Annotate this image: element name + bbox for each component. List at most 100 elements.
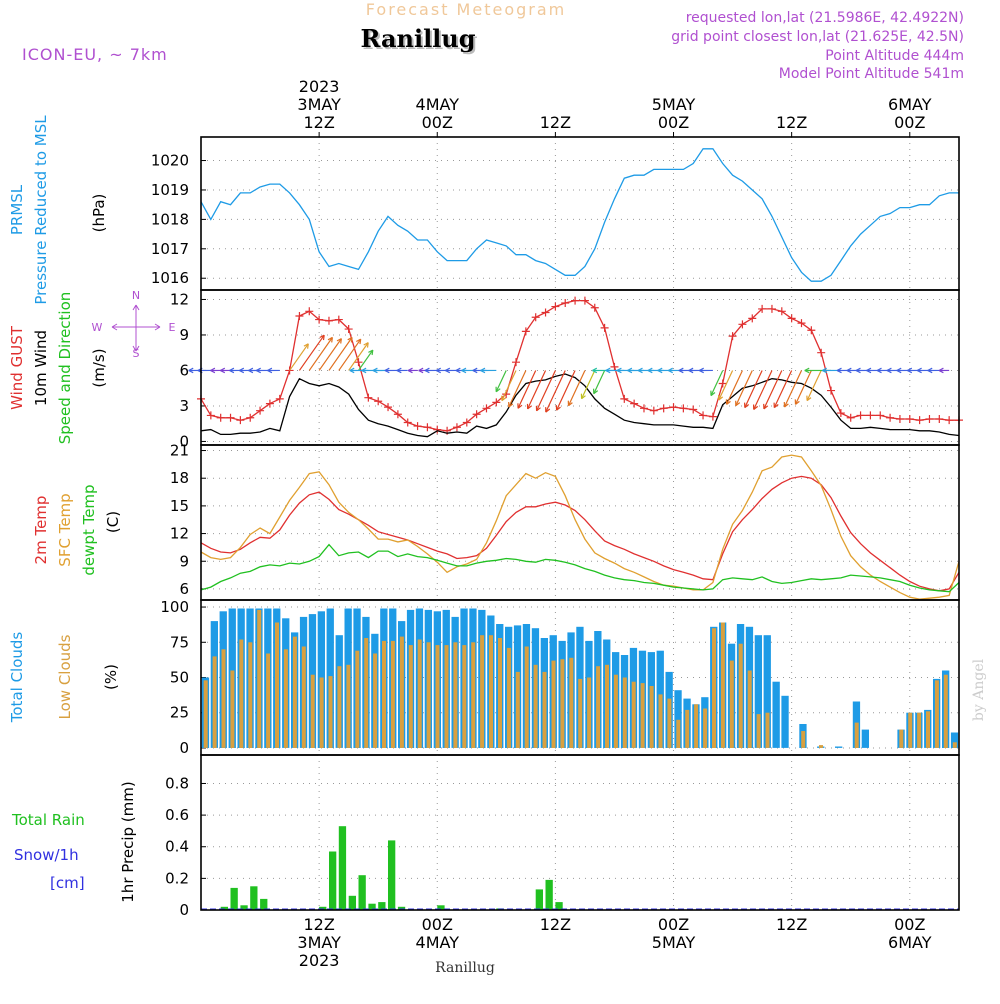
label-dewpt-temp: dewpt Temp: [80, 484, 98, 575]
bar-low-clouds: [757, 714, 761, 748]
model-name: ICON-EU, ~ 7km: [22, 45, 168, 64]
y-tick-label: 21: [170, 442, 189, 460]
gust-marker: [512, 358, 520, 366]
gust-marker: [384, 403, 392, 411]
series-line-10m-wind: [201, 374, 959, 437]
bar-low-clouds: [632, 682, 636, 748]
bar-low-clouds: [498, 638, 502, 748]
gust-marker: [453, 423, 461, 431]
bar-low-clouds: [427, 642, 431, 748]
gust-marker: [276, 395, 284, 403]
requested-location: requested lon,lat (21.5986E, 42.4922N): [686, 10, 964, 26]
bar-low-clouds: [418, 640, 422, 749]
wind-arrow: [339, 339, 361, 370]
bar-low-clouds: [917, 713, 921, 748]
point-altitude: Point Altitude 444m: [825, 48, 964, 64]
bar-low-clouds: [329, 676, 333, 748]
label-pressure-msl: Pressure Reduced to MSL: [32, 115, 50, 305]
bar-low-clouds: [953, 742, 957, 748]
bar-low-clouds: [748, 671, 752, 749]
gust-marker: [679, 404, 687, 412]
bar-low-clouds: [730, 661, 734, 748]
bar-low-clouds: [516, 672, 520, 748]
wind-arrow: [299, 335, 324, 370]
top-time-label: 4MAY: [416, 95, 460, 114]
y-tick-label: 0.4: [165, 838, 189, 856]
label-sfc-temp: SFC Temp: [56, 493, 74, 566]
y-tick-label: 100: [160, 598, 189, 616]
gust-marker: [768, 305, 776, 313]
bar-low-clouds: [552, 661, 556, 748]
page-title: Ranillug: [360, 24, 475, 53]
bar-low-clouds: [614, 675, 618, 748]
y-tick-label: 0.6: [165, 806, 189, 824]
gust-marker: [925, 415, 933, 423]
bar-total-rain: [260, 899, 267, 910]
label-total-rain: Total Rain: [11, 811, 85, 829]
bottom-time-label: 5MAY: [652, 933, 696, 952]
y-tick-label: 6: [179, 361, 189, 379]
compass-icon: [112, 305, 160, 351]
gust-marker: [916, 416, 924, 424]
bar-low-clouds: [213, 656, 217, 748]
bar-low-clouds: [453, 642, 457, 748]
gust-marker: [699, 411, 707, 419]
bottom-time-label: 00Z: [658, 915, 689, 934]
gust-marker: [561, 299, 569, 307]
wind-arrow: [319, 339, 341, 371]
bar-low-clouds: [239, 640, 243, 749]
wind-arrow: [349, 343, 369, 371]
bar-low-clouds: [659, 694, 663, 748]
bar-low-clouds: [471, 642, 475, 748]
y-tick-label: 25: [170, 704, 189, 722]
compass-north: N: [132, 289, 140, 302]
bar-total-rain: [339, 826, 346, 910]
bar-low-clouds: [703, 709, 707, 749]
wind-arrow: [764, 370, 782, 408]
top-time-label: 6MAY: [888, 95, 932, 114]
bar-low-clouds: [445, 645, 449, 748]
y-tick-label: 75: [170, 633, 189, 651]
compass-west: W: [92, 321, 103, 334]
gust-marker: [709, 413, 717, 421]
wind-arrow: [774, 370, 791, 407]
y-tick-label: 3: [179, 397, 189, 415]
panel-frame: [201, 290, 959, 445]
gust-marker: [532, 313, 540, 321]
bar-low-clouds: [222, 649, 226, 748]
y-tick-label: 1018: [151, 210, 189, 228]
label-snow: Snow/1h: [14, 846, 79, 864]
gust-marker: [689, 406, 697, 414]
wind-arrow: [594, 370, 605, 393]
bar-low-clouds: [801, 731, 805, 748]
bottom-time-label: 6MAY: [888, 933, 932, 952]
top-time-label: 12Z: [776, 113, 807, 132]
y-tick-label: 1020: [151, 152, 189, 170]
gust-marker: [364, 394, 372, 402]
bar-low-clouds: [311, 675, 315, 748]
gust-marker: [857, 411, 865, 419]
gust-marker: [227, 414, 235, 422]
bar-low-clouds: [650, 686, 654, 748]
bar-low-clouds: [641, 683, 645, 748]
bar-low-clouds: [373, 654, 377, 748]
gust-marker: [876, 411, 884, 419]
ylabel-pressure: (hPa): [90, 194, 108, 233]
gust-marker: [414, 422, 422, 430]
y-tick-label: 1017: [151, 240, 189, 258]
panel-frame: [201, 755, 959, 910]
gust-marker: [601, 324, 609, 332]
label-10m-wind: 10m Wind: [32, 330, 50, 406]
bar-total-clouds: [773, 682, 780, 748]
gust-marker: [896, 415, 904, 423]
bar-low-clouds: [676, 720, 680, 748]
top-time-label: 00Z: [422, 113, 453, 132]
model-altitude: Model Point Altitude 541m: [779, 66, 964, 82]
bottom-time-label: 2023: [299, 951, 340, 970]
y-tick-label: 1016: [151, 269, 189, 287]
bar-low-clouds: [337, 666, 341, 748]
bar-total-rain: [250, 886, 257, 910]
gust-marker: [542, 308, 550, 316]
wind-arrow: [557, 370, 575, 410]
